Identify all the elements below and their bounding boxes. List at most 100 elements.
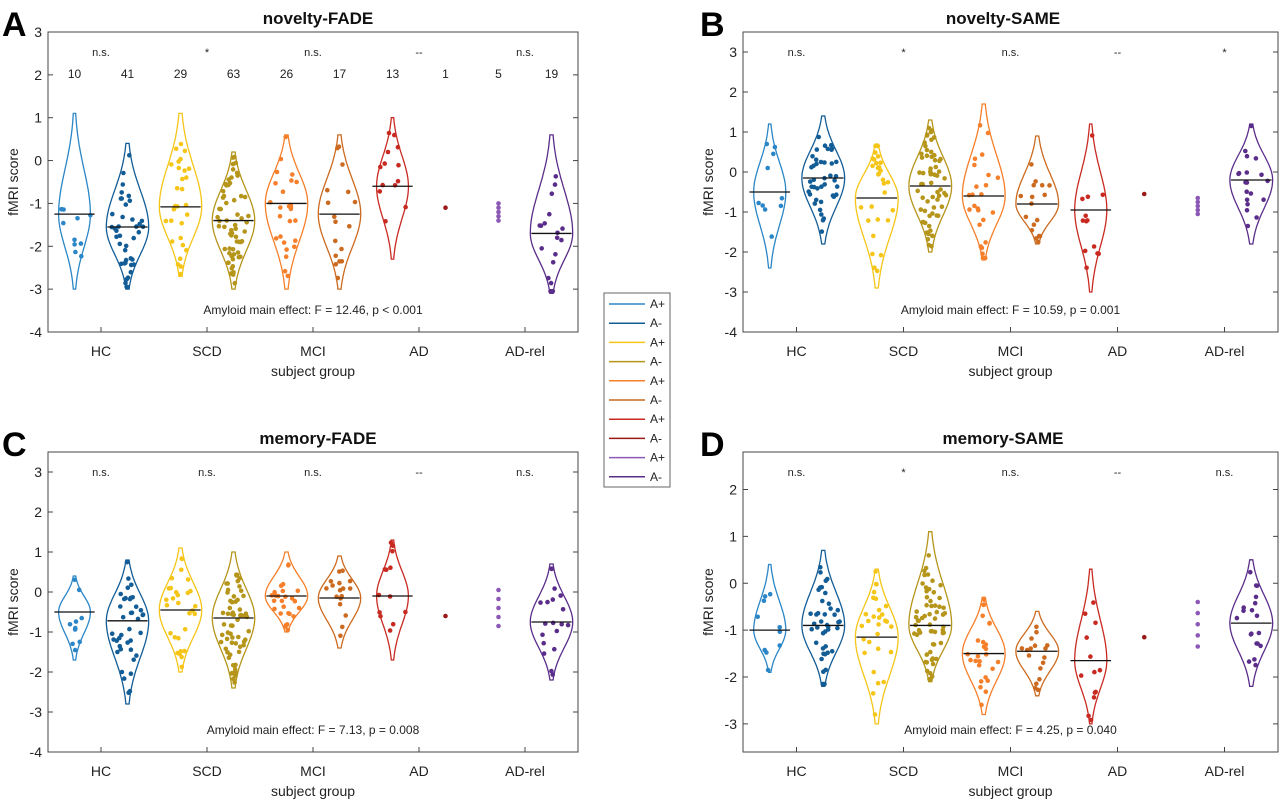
data-point	[232, 222, 238, 228]
data-point	[284, 247, 289, 252]
data-point	[927, 622, 933, 627]
data-point	[871, 157, 877, 162]
data-point	[1031, 182, 1036, 188]
data-point	[819, 584, 825, 590]
data-point	[333, 219, 338, 225]
data-point	[236, 634, 241, 640]
data-point	[392, 132, 397, 138]
data-point	[1037, 677, 1042, 682]
data-point	[280, 588, 286, 594]
data-point	[120, 614, 126, 620]
data-point	[383, 219, 388, 224]
data-point	[1042, 192, 1047, 198]
data-point	[130, 257, 135, 262]
data-point	[1246, 659, 1252, 664]
y-tick-label: -1	[725, 622, 738, 638]
data-point	[215, 214, 220, 220]
data-point	[136, 229, 142, 235]
y-tick-label: -1	[30, 624, 43, 640]
data-point	[986, 172, 991, 178]
data-point	[924, 602, 929, 608]
data-point	[870, 163, 875, 169]
data-point	[278, 205, 283, 210]
data-point	[222, 246, 228, 252]
data-point	[185, 590, 191, 596]
legend-label: A+	[650, 335, 665, 349]
data-point	[995, 659, 1001, 665]
data-point	[874, 582, 879, 587]
data-point	[237, 584, 242, 589]
data-point	[924, 660, 930, 665]
x-tick-label: AD	[409, 343, 428, 359]
violin-outline	[317, 555, 362, 649]
data-point	[932, 157, 938, 163]
data-point	[243, 637, 248, 642]
data-point	[289, 596, 295, 601]
data-point	[280, 189, 286, 194]
data-point	[554, 628, 560, 634]
significance-label: n.s.	[788, 467, 806, 479]
data-point	[919, 151, 924, 157]
count-label: 19	[545, 67, 559, 81]
data-point	[182, 627, 188, 632]
data-point	[541, 651, 547, 656]
x-tick-label: AD	[1108, 763, 1127, 779]
data-point	[289, 178, 294, 183]
legend-label: A-	[650, 470, 662, 484]
count-label: 26	[280, 67, 294, 81]
data-point	[834, 184, 840, 189]
data-point	[871, 614, 876, 619]
data-point	[929, 603, 934, 609]
data-point	[973, 658, 978, 664]
data-point	[1096, 251, 1101, 257]
violin-outline	[854, 568, 899, 725]
significance-label: n.s.	[92, 47, 110, 59]
data-point	[934, 656, 939, 662]
data-point	[559, 621, 564, 627]
data-point	[1034, 236, 1039, 241]
data-point	[182, 648, 187, 654]
x-tick-label: MCI	[300, 763, 326, 779]
data-point	[882, 190, 887, 195]
data-point	[175, 592, 181, 598]
data-point	[939, 204, 945, 209]
data-point	[968, 657, 973, 663]
data-point	[220, 610, 226, 616]
data-point	[979, 152, 985, 157]
violin-outline	[1229, 559, 1274, 688]
data-point	[72, 647, 78, 653]
data-point	[232, 280, 238, 286]
data-point	[764, 141, 770, 147]
panel-letter: D	[700, 426, 725, 464]
data-point	[979, 702, 984, 708]
data-point	[825, 146, 831, 152]
data-point	[931, 205, 937, 210]
data-point	[340, 624, 345, 630]
data-point	[928, 166, 933, 171]
data-point	[230, 610, 236, 615]
data-point	[930, 233, 935, 239]
data-point	[118, 591, 123, 597]
significance-label: *	[901, 47, 906, 59]
data-point	[173, 146, 179, 151]
data-point	[881, 679, 886, 685]
data-point	[915, 188, 920, 194]
data-point	[239, 216, 244, 221]
data-point	[938, 640, 944, 646]
data-point	[1195, 644, 1201, 649]
data-point	[924, 595, 930, 600]
data-point	[287, 611, 292, 617]
data-point	[221, 622, 227, 627]
data-point	[1141, 191, 1147, 197]
data-point	[818, 565, 823, 570]
data-point	[1195, 207, 1201, 213]
data-point	[1040, 660, 1046, 666]
count-label: 5	[495, 67, 502, 81]
data-point	[1033, 179, 1038, 184]
data-point	[386, 130, 392, 136]
x-tick-label: HC	[91, 763, 111, 779]
data-point	[1035, 687, 1041, 693]
panel-title: memory-SAME	[943, 429, 1064, 448]
data-point	[293, 238, 298, 243]
data-point	[1034, 217, 1040, 223]
